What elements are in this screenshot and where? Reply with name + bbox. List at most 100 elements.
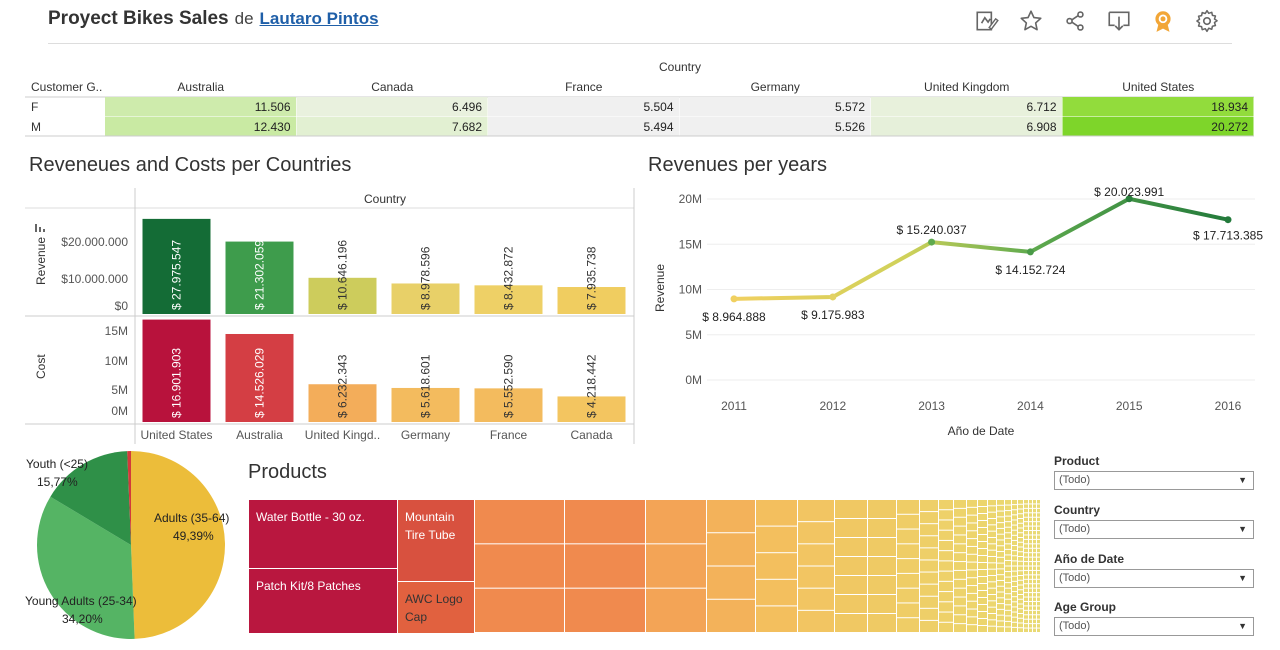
treemap-tile[interactable]	[1005, 566, 1011, 572]
revenue-point[interactable]	[730, 295, 738, 303]
cost-bar[interactable]	[142, 319, 211, 422]
treemap-tile[interactable]	[1029, 553, 1032, 557]
treemap-tile[interactable]	[954, 624, 966, 632]
treemap-tile[interactable]	[1029, 588, 1032, 593]
treemap-tile[interactable]	[978, 500, 987, 506]
treemap-tile[interactable]	[1005, 616, 1011, 621]
treemap-tile[interactable]	[1029, 584, 1032, 588]
treemap-tile[interactable]	[1024, 570, 1028, 575]
treemap-tile[interactable]	[1029, 544, 1032, 548]
treemap-tile[interactable]	[1018, 561, 1023, 566]
treemap-tile[interactable]	[707, 533, 755, 566]
treemap-tile[interactable]	[1024, 601, 1028, 606]
treemap-tile[interactable]	[475, 500, 564, 544]
treemap-tile[interactable]	[1018, 533, 1023, 537]
treemap-tile[interactable]	[1033, 615, 1036, 619]
treemap-tile[interactable]	[798, 566, 834, 588]
treemap-tile[interactable]	[988, 576, 996, 582]
treemap-tile[interactable]	[1005, 516, 1011, 522]
treemap-tile[interactable]	[988, 595, 996, 601]
treemap-tile[interactable]	[1037, 531, 1040, 535]
treemap-tile[interactable]	[1037, 517, 1040, 522]
treemap-tile[interactable]	[1024, 562, 1028, 566]
treemap-tile[interactable]	[1033, 557, 1036, 562]
treemap-tile[interactable]	[1029, 531, 1032, 535]
treemap-tile[interactable]	[1037, 553, 1040, 557]
treemap-tile[interactable]	[967, 554, 977, 562]
treemap-tile[interactable]	[1037, 619, 1040, 624]
treemap-tile[interactable]	[1033, 517, 1036, 522]
treemap-tile[interactable]	[868, 538, 896, 556]
treemap-tile[interactable]	[1024, 597, 1028, 601]
treemap-tile[interactable]	[939, 520, 953, 530]
country-select[interactable]: (Todo) ▼	[1054, 520, 1254, 539]
treemap-tile[interactable]	[1012, 612, 1017, 617]
treemap-tile[interactable]	[988, 557, 996, 563]
treemap-tile[interactable]	[954, 570, 966, 579]
treemap-tile[interactable]	[1005, 577, 1011, 583]
treemap-tile[interactable]	[988, 620, 996, 626]
treemap-tile[interactable]	[978, 591, 987, 597]
revenue-point[interactable]	[1125, 195, 1133, 203]
treemap-tile[interactable]	[1012, 546, 1017, 551]
treemap-tile[interactable]	[868, 576, 896, 594]
treemap-tile[interactable]	[967, 586, 977, 593]
treemap-tile[interactable]	[1018, 614, 1023, 618]
treemap-tile[interactable]	[1012, 530, 1017, 535]
treemap-tile[interactable]	[1037, 522, 1040, 526]
share-icon[interactable]	[1062, 8, 1088, 34]
treemap-tile[interactable]	[954, 579, 966, 588]
treemap-tile[interactable]	[1037, 628, 1040, 632]
treemap-tile[interactable]	[897, 573, 919, 588]
treemap-tile[interactable]	[1029, 628, 1032, 632]
treemap-tile[interactable]	[1037, 504, 1040, 508]
treemap-tile[interactable]	[988, 563, 996, 569]
treemap-tile[interactable]	[1005, 572, 1011, 577]
treemap-tile[interactable]	[1005, 533, 1011, 538]
revenue-bar[interactable]	[474, 285, 543, 314]
treemap-tile[interactable]	[997, 528, 1004, 534]
treemap-tile[interactable]	[997, 580, 1004, 586]
treemap-tile[interactable]	[1037, 500, 1040, 504]
treemap-tile[interactable]	[835, 500, 867, 518]
treemap-tile[interactable]	[954, 615, 966, 624]
revenue-bar[interactable]	[142, 218, 211, 314]
treemap-tile[interactable]	[1033, 570, 1036, 575]
treemap-tile[interactable]	[1033, 522, 1036, 526]
treemap-tile[interactable]	[1033, 628, 1036, 632]
treemap-tile[interactable]	[1024, 628, 1028, 632]
treemap-tile[interactable]	[1012, 586, 1017, 592]
treemap-tile[interactable]	[1024, 619, 1028, 624]
treemap-tile[interactable]	[1005, 599, 1011, 605]
treemap-tile[interactable]	[1029, 615, 1032, 619]
treemap-tile[interactable]	[1037, 566, 1040, 570]
treemap-tile[interactable]	[988, 531, 996, 537]
treemap-tile[interactable]	[1018, 576, 1023, 580]
treemap-tile[interactable]	[978, 514, 987, 520]
treemap-tile[interactable]	[1029, 597, 1032, 601]
badge-icon[interactable]	[1150, 8, 1176, 34]
treemap-tile[interactable]	[1029, 557, 1032, 562]
treemap-tile[interactable]	[565, 544, 645, 588]
treemap-tile[interactable]	[988, 500, 996, 506]
treemap-tile[interactable]	[997, 598, 1004, 604]
treemap-tile[interactable]	[997, 575, 1004, 580]
treemap-tile[interactable]	[939, 500, 953, 510]
treemap-tile[interactable]	[954, 526, 966, 535]
cost-bar[interactable]	[391, 387, 460, 422]
treemap-tile[interactable]	[1037, 624, 1040, 628]
treemap-tile[interactable]	[1005, 610, 1011, 616]
treemap-tile[interactable]	[978, 542, 987, 548]
treemap-tile[interactable]	[897, 514, 919, 529]
treemap-tile[interactable]	[967, 593, 977, 601]
treemap-tile[interactable]	[835, 595, 867, 613]
treemap-tile[interactable]	[1024, 557, 1028, 562]
treemap-tile[interactable]	[1018, 509, 1023, 514]
treemap-tile[interactable]	[1012, 525, 1017, 530]
treemap-tile[interactable]	[997, 615, 1004, 621]
treemap-tile[interactable]	[997, 563, 1004, 569]
treemap-tile[interactable]	[997, 534, 1004, 540]
pie-slice[interactable]	[37, 496, 135, 639]
treemap-tile[interactable]	[1012, 602, 1017, 607]
treemap-tile[interactable]	[967, 625, 977, 632]
